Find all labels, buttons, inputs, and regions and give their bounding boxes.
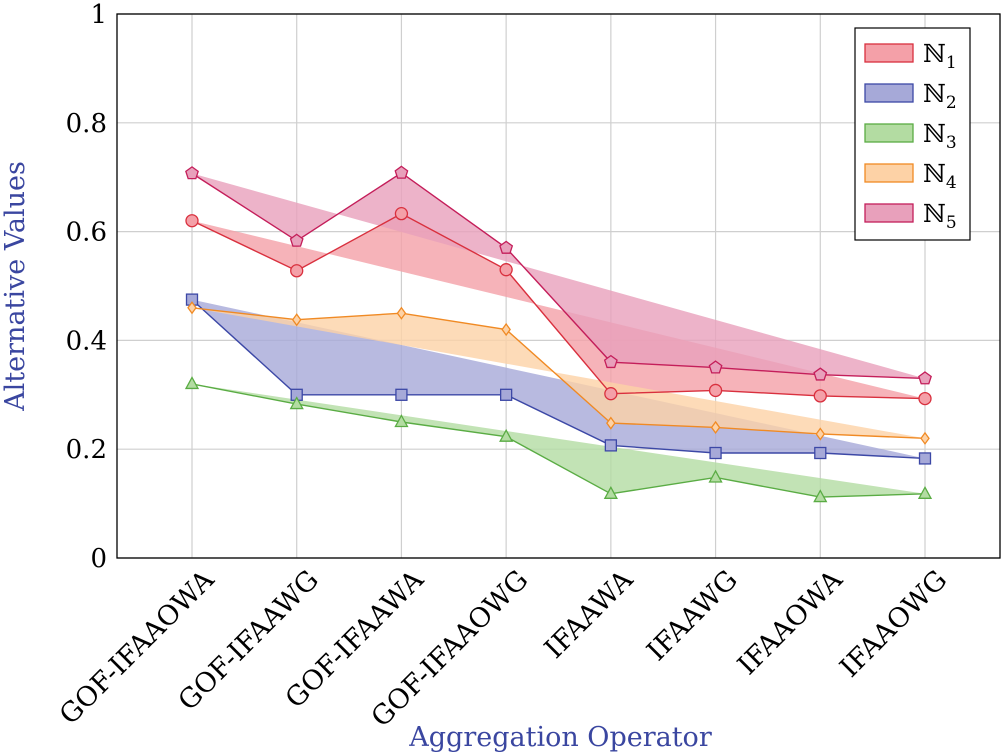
legend-label-subscript: 2 xyxy=(946,93,957,113)
legend-label-base: ℕ xyxy=(923,79,946,108)
legend-label-4: ℕ4 xyxy=(923,159,957,193)
series-4-point xyxy=(606,416,616,430)
y-tick-label: 0 xyxy=(90,544,107,574)
y-axis-label: Alternative Values xyxy=(0,161,31,412)
series-3-point xyxy=(708,469,723,483)
series-1-point xyxy=(918,391,932,406)
y-tick-label: 0.2 xyxy=(66,435,107,465)
legend-label-subscript: 3 xyxy=(946,133,957,153)
legend-label-base: ℕ xyxy=(923,39,946,68)
legend-label-subscript: 4 xyxy=(946,173,957,193)
series-2-point xyxy=(395,388,408,401)
series-5-point xyxy=(813,367,828,381)
legend-swatch-2 xyxy=(864,83,914,103)
series-line-5 xyxy=(191,172,926,380)
series-5-point xyxy=(708,360,723,374)
series-1-point xyxy=(290,264,304,278)
series-1-point xyxy=(185,214,199,228)
series-3-point xyxy=(917,485,933,499)
series-5-point xyxy=(185,166,199,180)
y-tick-labels: 0 0.2 0.4 0.6 0.8 1 xyxy=(66,0,107,574)
series-1-point xyxy=(499,263,513,277)
legend-label-2: ℕ2 xyxy=(923,79,957,113)
series-5-point xyxy=(603,354,618,369)
legend-label-subscript: 1 xyxy=(946,53,957,73)
legend-label-3: ℕ3 xyxy=(923,119,957,153)
series-area-1 xyxy=(192,213,925,399)
series-2-point xyxy=(499,388,513,401)
series-5-point xyxy=(918,371,932,385)
legend-swatch-3 xyxy=(864,123,914,143)
legend-swatch-5 xyxy=(864,203,914,223)
series-area-5 xyxy=(192,172,925,379)
series-2-point xyxy=(604,439,618,452)
series-3-point xyxy=(184,376,200,390)
legend-label-subscript: 5 xyxy=(946,213,957,233)
x-tick-label: IFAAWA xyxy=(539,564,640,665)
series-2-point xyxy=(918,452,932,465)
series-1-point xyxy=(708,383,723,398)
legend-swatch-1 xyxy=(864,43,914,63)
series-3-point xyxy=(813,489,828,503)
series-line-3 xyxy=(191,383,926,498)
legend-label-1: ℕ1 xyxy=(923,39,957,73)
x-tick-label: IFAAWG xyxy=(641,564,744,667)
series-4-point xyxy=(501,322,511,337)
x-tick-label: IFAAOWA xyxy=(732,564,849,681)
series-1-point xyxy=(813,389,827,403)
legend-label-5: ℕ5 xyxy=(923,199,957,233)
series-4-point xyxy=(396,306,407,320)
series-5-point xyxy=(394,165,409,179)
series-5-point xyxy=(499,240,514,254)
legend-label-base: ℕ xyxy=(923,159,946,188)
x-tick-label: IFAAOWG xyxy=(834,564,953,683)
series-area-4 xyxy=(192,307,925,439)
y-tick-label: 1 xyxy=(90,0,107,30)
series-3-point xyxy=(603,485,618,499)
series-4-point xyxy=(291,313,302,327)
x-axis-label: Aggregation Operator xyxy=(408,722,712,753)
series-4-point xyxy=(815,427,826,441)
series-2-point xyxy=(709,446,722,460)
series-1-point xyxy=(604,387,618,401)
x-tick-labels: GOF-IFAAOWAGOF-IFAAWGGOF-IFAAWAGOF-IFAAO… xyxy=(54,564,953,733)
series-area-3 xyxy=(192,383,925,498)
y-tick-label: 0.6 xyxy=(66,218,107,248)
legend-label-base: ℕ xyxy=(923,199,946,228)
series-4-point xyxy=(920,431,930,445)
series-1-point xyxy=(394,206,409,221)
series-line-2 xyxy=(191,299,926,460)
series-4-point xyxy=(710,420,721,435)
series-5-point xyxy=(289,233,304,247)
series-areas xyxy=(192,172,925,498)
series-line-4 xyxy=(191,307,926,440)
y-tick-label: 0.8 xyxy=(66,109,107,139)
series-3-point xyxy=(499,428,514,442)
series-lines xyxy=(191,172,926,498)
series-3-point xyxy=(394,414,409,428)
series-2-point xyxy=(814,446,827,460)
plot-frame xyxy=(116,13,1001,559)
series-line-1 xyxy=(191,212,926,400)
series-3-point xyxy=(289,396,304,410)
series-markers xyxy=(184,165,933,503)
series-4-point xyxy=(187,301,197,315)
y-tick-label: 0.4 xyxy=(66,326,107,356)
legend-swatch-4 xyxy=(864,163,914,183)
legend-label-base: ℕ xyxy=(923,119,946,148)
